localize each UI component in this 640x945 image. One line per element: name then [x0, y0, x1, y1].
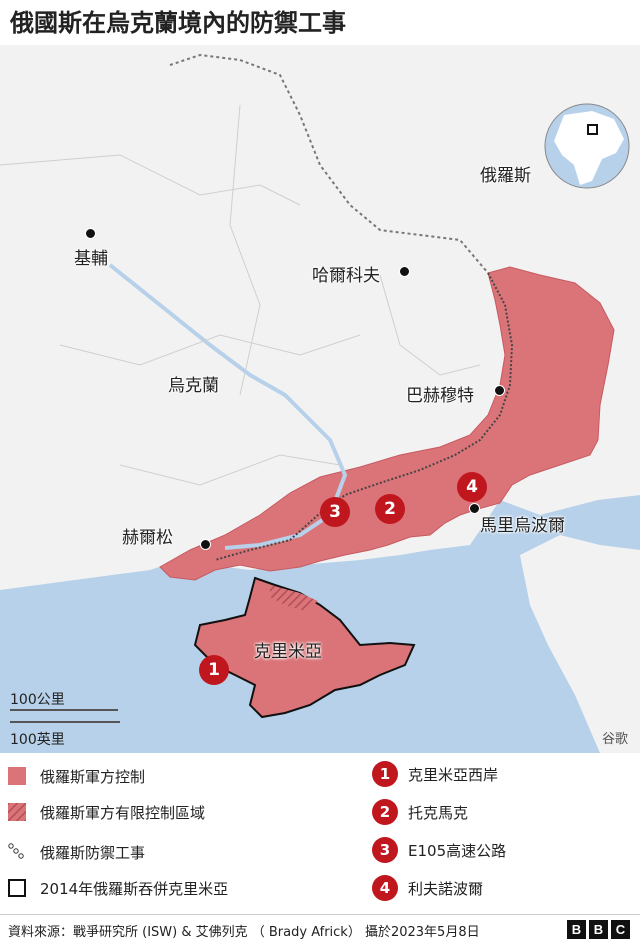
occupied-swatch [8, 767, 26, 785]
label-kharkiv: 哈爾科夫 [312, 266, 380, 286]
map-credit: 谷歌 [601, 732, 628, 747]
label-kyiv: 基輔 [74, 249, 108, 269]
legend-label: 2014年俄羅斯吞併克里米亞 [40, 879, 229, 898]
map-canvas [0, 45, 640, 753]
city-dot-kherson [200, 539, 211, 550]
locator-globe [544, 103, 630, 189]
city-dot-kyiv [85, 228, 96, 239]
label-mariupol: 馬里烏波爾 [480, 516, 565, 536]
legend-numbered-1: 1 克里米亞西岸 [372, 760, 498, 788]
crimea-outline-swatch [8, 879, 26, 897]
legend: 俄羅斯軍方控制 俄羅斯軍方有限控制區域 俄羅斯防禦工事 2014年俄羅斯吞併克里… [0, 754, 640, 914]
bbc-logo: B B C [567, 920, 630, 939]
dnipro-river [108, 263, 348, 550]
source-text: 資料來源：戰爭研究所 (ISW) & 艾佛列克 （ Brady Africk） … [8, 925, 480, 940]
footer: 資料來源：戰爭研究所 (ISW) & 艾佛列克 （ Brady Africk） … [0, 914, 640, 945]
occupied-area [159, 266, 615, 581]
legend-number: 4 [372, 875, 398, 901]
legend-item-limited: 俄羅斯軍方有限控制區域 [8, 798, 205, 826]
city-dot-mariupol [469, 503, 480, 514]
brand-letter: C [611, 920, 630, 939]
legend-number: 3 [372, 837, 398, 863]
city-dot-kharkiv [399, 266, 410, 277]
marker-3[interactable]: 3 [320, 497, 350, 527]
page-title: 俄國斯在烏克蘭境內的防禦工事 [10, 9, 346, 37]
border-line [169, 53, 489, 274]
legend-numbered-3: 3 E105高速公路 [372, 836, 506, 864]
map[interactable]: 俄羅斯 基輔 哈爾科夫 烏克蘭 巴赫穆特 赫爾松 馬里烏波爾 克里米亞 1 2 … [0, 45, 640, 753]
fortification-icon [8, 843, 26, 861]
label-ukraine: 烏克蘭 [168, 376, 219, 396]
legend-label: 托克馬克 [408, 803, 469, 822]
legend-item-crimea: 2014年俄羅斯吞併克里米亞 [8, 874, 228, 902]
legend-label: 俄羅斯軍方有限控制區域 [40, 803, 206, 822]
label-kherson: 赫爾松 [122, 528, 173, 548]
legend-label: 俄羅斯軍方控制 [40, 767, 146, 786]
label-crimea: 克里米亞 [254, 642, 322, 662]
label-bakhmut: 巴赫穆特 [406, 386, 474, 406]
legend-label: E105高速公路 [408, 841, 507, 860]
scale-km-label: 100公里 [10, 692, 65, 708]
legend-number: 1 [372, 761, 398, 787]
brand-letter: B [567, 920, 586, 939]
brand-letter: B [589, 920, 608, 939]
marker-4[interactable]: 4 [457, 472, 487, 502]
legend-item-fortification: 俄羅斯防禦工事 [8, 838, 145, 866]
legend-item-occupied: 俄羅斯軍方控制 [8, 762, 145, 790]
scale-mi-label: 100英里 [10, 732, 65, 748]
city-dot-bakhmut [494, 385, 505, 396]
marker-2[interactable]: 2 [375, 494, 405, 524]
legend-label: 利夫諾波爾 [408, 879, 484, 898]
legend-number: 2 [372, 799, 398, 825]
scale-km-bar [10, 709, 118, 711]
scale-mi-bar [10, 721, 120, 723]
fortification-line [214, 272, 514, 561]
legend-label: 俄羅斯防禦工事 [40, 843, 146, 862]
oblast-borders [0, 104, 481, 486]
label-russia: 俄羅斯 [480, 166, 531, 186]
marker-1[interactable]: 1 [199, 655, 229, 685]
east-land [520, 535, 640, 753]
legend-numbered-2: 2 托克馬克 [372, 798, 468, 826]
legend-numbered-4: 4 利夫諾波爾 [372, 874, 483, 902]
legend-label: 克里米亞西岸 [408, 765, 499, 784]
crimea-area [193, 576, 416, 719]
limited-control-area [270, 585, 318, 611]
limited-control-hatch [8, 803, 26, 821]
